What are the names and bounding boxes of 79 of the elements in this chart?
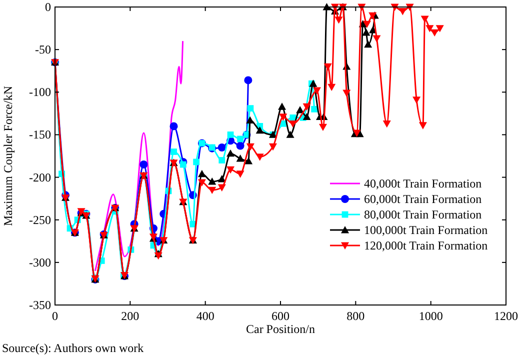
point bbox=[218, 174, 226, 182]
point bbox=[362, 28, 370, 36]
point bbox=[218, 184, 226, 192]
point bbox=[372, 35, 381, 43]
point bbox=[154, 252, 162, 260]
point bbox=[236, 154, 244, 162]
point bbox=[420, 16, 429, 23]
point bbox=[227, 132, 234, 138]
point bbox=[208, 178, 216, 185]
point bbox=[324, 63, 332, 71]
x-tick-label: 200 bbox=[121, 309, 140, 323]
point bbox=[362, 20, 371, 28]
y-tick-label: -100 bbox=[29, 85, 51, 100]
y-tick-label: -250 bbox=[29, 212, 51, 227]
point bbox=[244, 157, 253, 164]
x-tick-label: 800 bbox=[346, 309, 365, 323]
point bbox=[198, 170, 206, 178]
point bbox=[382, 120, 391, 128]
point bbox=[198, 179, 206, 186]
point bbox=[247, 105, 254, 112]
point bbox=[278, 102, 286, 110]
point bbox=[436, 25, 444, 32]
legend-label: 80,000t Train Formation bbox=[364, 208, 482, 222]
point bbox=[236, 170, 244, 178]
legend-label: 60,000t Train Formation bbox=[364, 192, 482, 206]
point bbox=[430, 29, 439, 37]
x-tick-label: 1200 bbox=[494, 309, 518, 323]
point bbox=[237, 136, 244, 142]
point bbox=[226, 166, 235, 174]
legend-label: 120,000t Train Formation bbox=[364, 238, 488, 252]
point bbox=[286, 130, 294, 138]
point bbox=[244, 76, 252, 84]
point bbox=[311, 106, 318, 112]
point bbox=[140, 160, 148, 169]
point bbox=[218, 157, 226, 164]
point bbox=[334, 16, 343, 24]
x-tick-label: 600 bbox=[272, 309, 290, 323]
point bbox=[180, 161, 186, 168]
point bbox=[318, 124, 327, 132]
y-tick-label: -150 bbox=[29, 128, 51, 142]
point bbox=[290, 114, 296, 121]
x-tick-label: 1000 bbox=[418, 309, 443, 323]
point bbox=[170, 122, 178, 130]
point bbox=[328, 84, 336, 92]
point bbox=[256, 126, 264, 134]
point bbox=[170, 148, 177, 155]
point bbox=[279, 114, 288, 121]
point bbox=[342, 90, 351, 97]
x-axis-title: Car Position/n bbox=[246, 322, 316, 336]
point bbox=[412, 96, 421, 104]
y-tick-label: -300 bbox=[29, 255, 51, 270]
x-tick-label: 400 bbox=[196, 309, 214, 323]
y-tick-label: 0 bbox=[45, 0, 51, 14]
point bbox=[236, 142, 244, 150]
y-tick-label: -50 bbox=[35, 42, 51, 57]
point bbox=[309, 80, 318, 87]
y-tick-label: -350 bbox=[29, 298, 51, 312]
point bbox=[208, 186, 216, 194]
point bbox=[193, 158, 200, 166]
point bbox=[246, 116, 254, 124]
y-tick-label: -200 bbox=[29, 170, 51, 184]
point bbox=[302, 112, 311, 120]
point bbox=[246, 143, 254, 151]
point bbox=[398, 8, 407, 16]
point bbox=[268, 143, 277, 151]
point bbox=[312, 87, 321, 94]
point bbox=[426, 25, 434, 32]
legend-label: 40,000t Train Formation bbox=[364, 176, 482, 190]
point bbox=[418, 122, 427, 130]
point bbox=[302, 103, 311, 111]
point bbox=[256, 154, 264, 161]
legend-label: 100,000t Train Formation bbox=[364, 223, 488, 237]
point bbox=[364, 40, 372, 48]
point bbox=[226, 149, 235, 157]
line-series bbox=[94, 40, 184, 272]
y-axis-title: Maximum Coupler Force/kN bbox=[1, 86, 15, 226]
source-note: Source(s): Authors own work bbox=[2, 341, 144, 355]
point bbox=[288, 120, 297, 128]
point bbox=[218, 143, 226, 152]
